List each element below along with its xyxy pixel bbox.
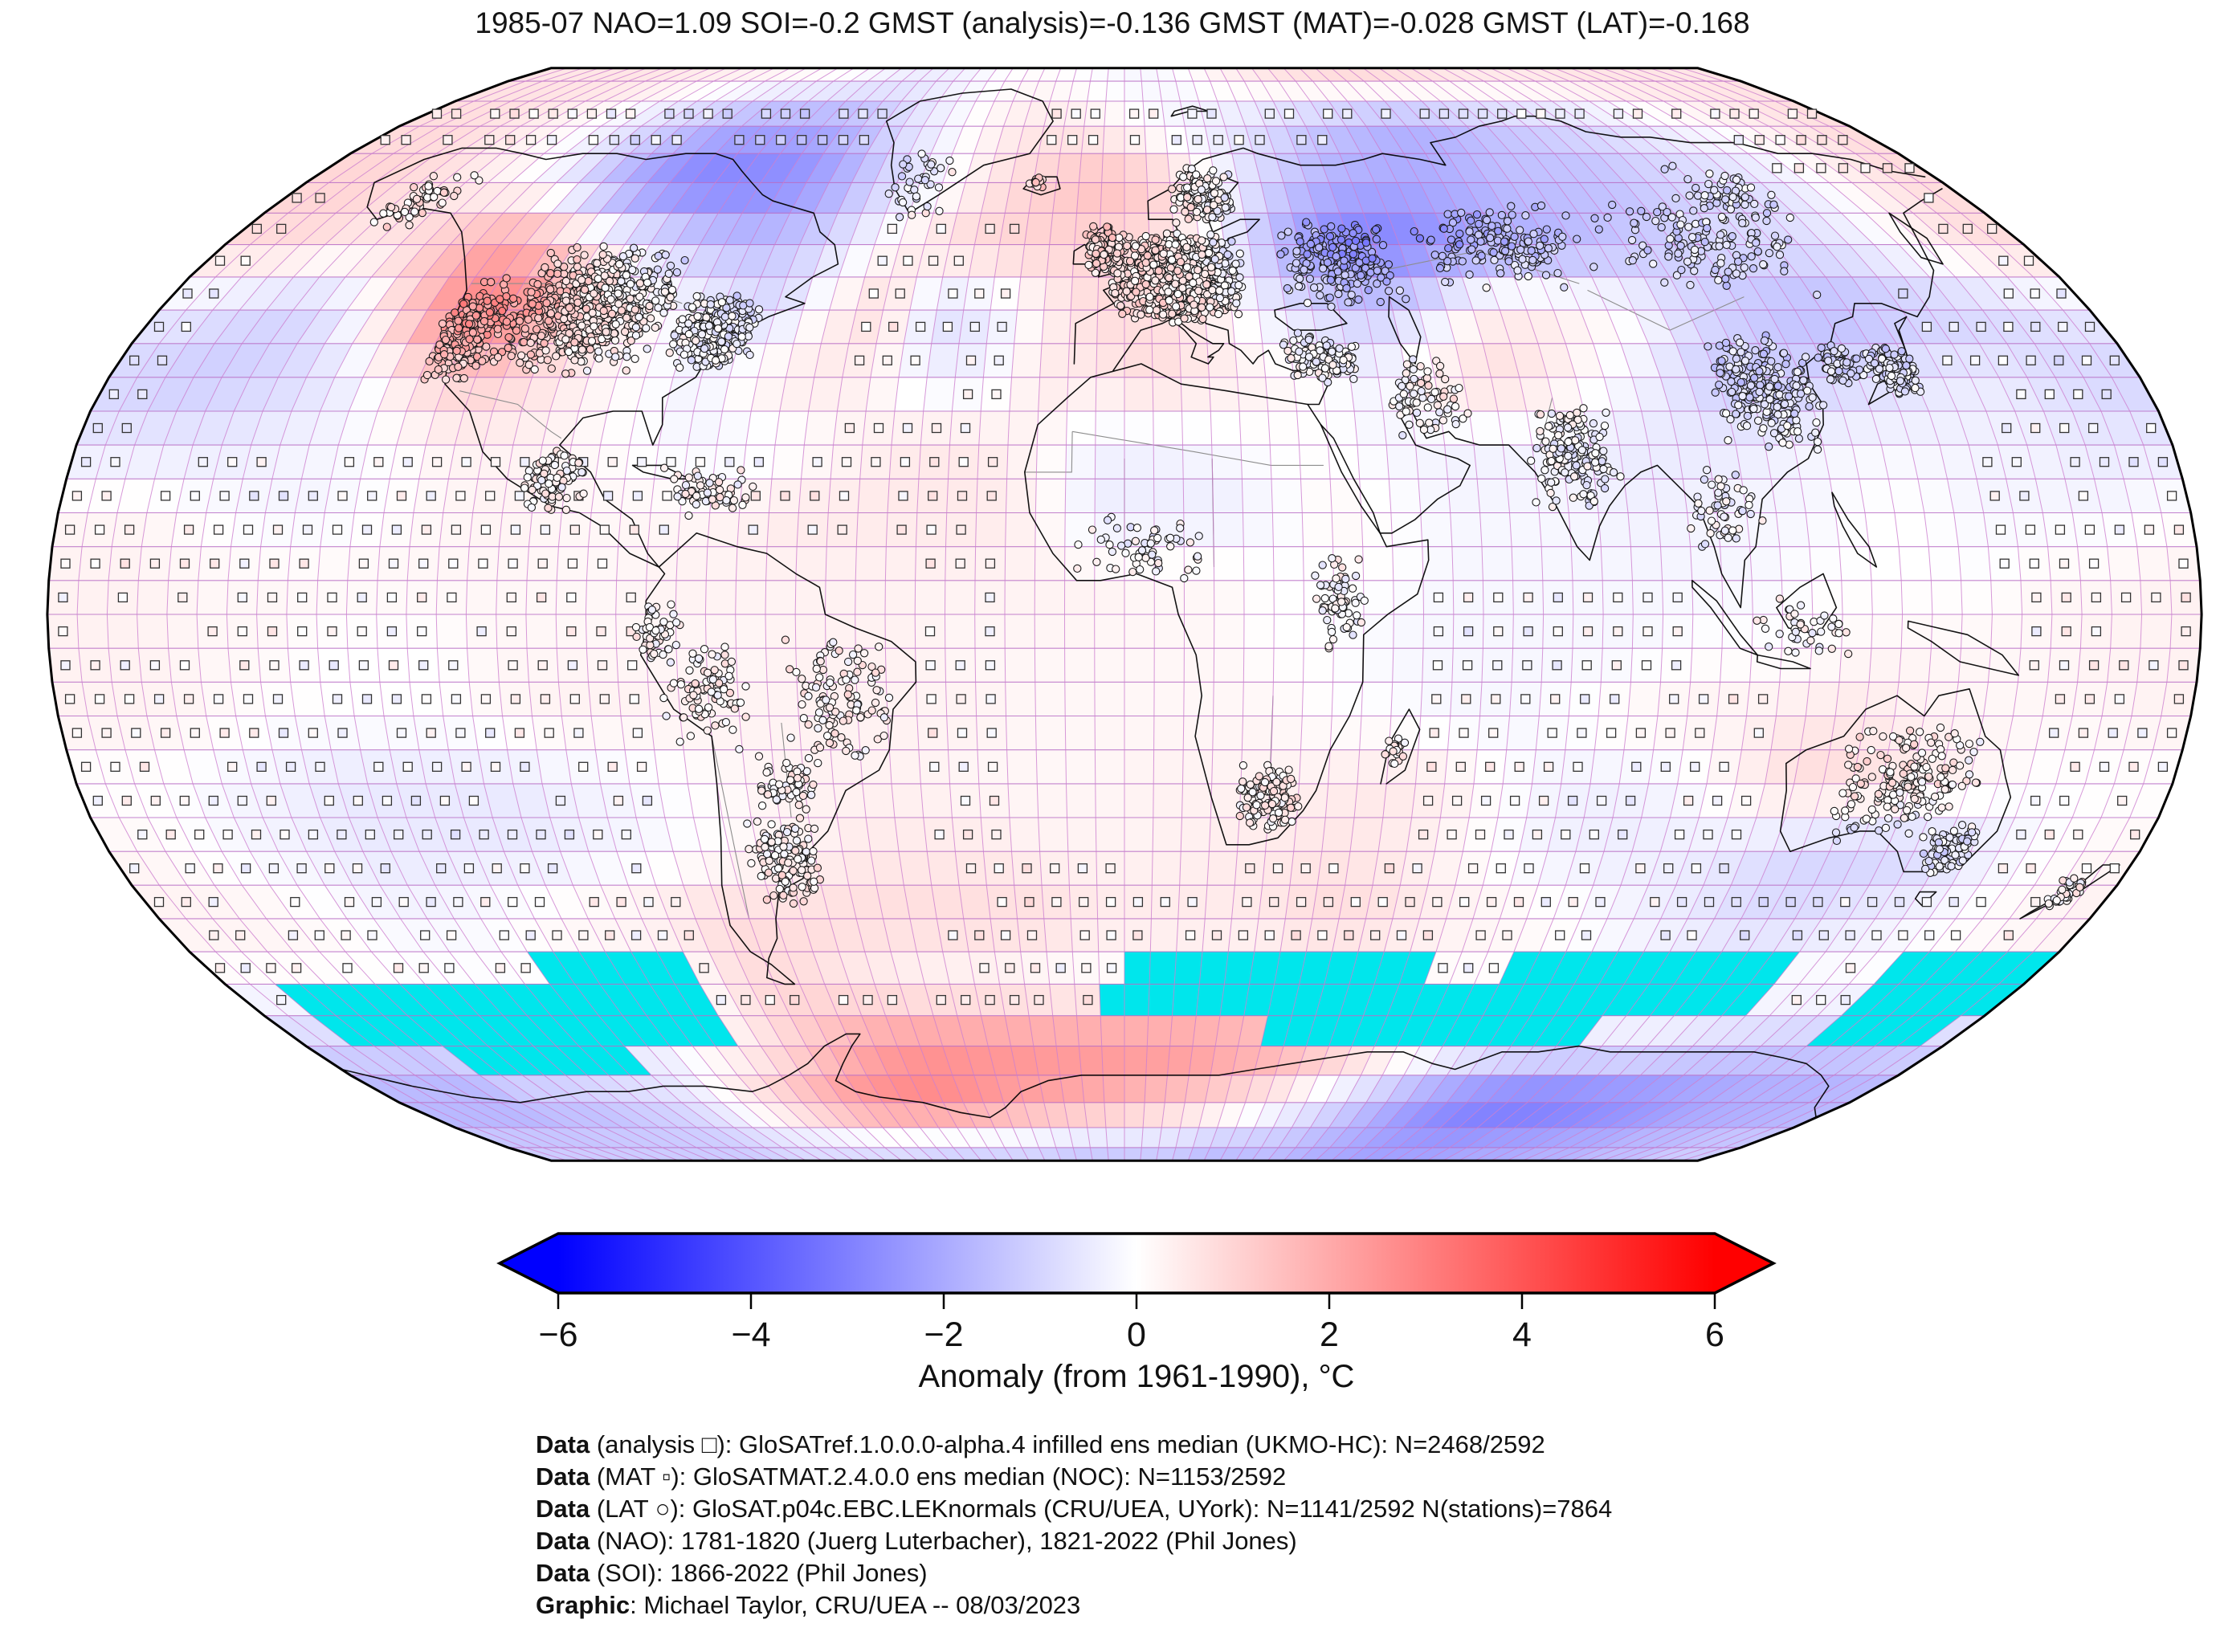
colorbar-tick-label: 2 — [1320, 1315, 1339, 1354]
figure-title: 1985-07 NAO=1.09 SOI=-0.2 GMST (analysis… — [475, 6, 1750, 39]
caption-text: (MAT ▫): GloSATMAT.2.4.0.0 ens median (N… — [590, 1462, 1287, 1491]
colorbar-gradient-bar — [496, 1232, 1777, 1295]
caption-keyword: Data — [536, 1527, 590, 1555]
figure-caption: Data (analysis □): GloSATref.1.0.0.0-alp… — [536, 1429, 1612, 1621]
caption-text: (NAO): 1781-1820 (Juerg Luterbacher), 18… — [590, 1527, 1297, 1555]
caption-keyword: Data — [536, 1462, 590, 1491]
colorbar-tick-label: 6 — [1705, 1315, 1724, 1354]
caption-keyword: Data — [536, 1430, 590, 1458]
caption-text: (analysis □): GloSATref.1.0.0.0-alpha.4 … — [590, 1430, 1545, 1458]
caption-line: Data (analysis □): GloSATref.1.0.0.0-alp… — [536, 1429, 1612, 1461]
caption-keyword: Data — [536, 1495, 590, 1523]
caption-line: Data (LAT ○): GloSAT.p04c.EBC.LEKnormals… — [536, 1493, 1612, 1525]
map-outline — [46, 67, 2203, 1162]
caption-line: Data (MAT ▫): GloSATMAT.2.4.0.0 ens medi… — [536, 1461, 1612, 1493]
colorbar-label: Anomaly (from 1961-1990), °C — [918, 1359, 1355, 1394]
caption-text: : Michael Taylor, CRU/UEA -- 08/03/2023 — [630, 1591, 1081, 1619]
map-layers — [46, 67, 2203, 1162]
caption-text: (SOI): 1866-2022 (Phil Jones) — [590, 1559, 928, 1587]
caption-text: (LAT ○): GloSAT.p04c.EBC.LEKnormals (CRU… — [590, 1495, 1613, 1523]
caption-line: Data (SOI): 1866-2022 (Phil Jones) — [536, 1557, 1612, 1589]
caption-keyword: Graphic — [536, 1591, 630, 1619]
mat-marker-layer — [58, 108, 2191, 1005]
colorbar-tick-label: −6 — [538, 1315, 577, 1354]
caption-keyword: Data — [536, 1559, 590, 1587]
colorbar-ticks: −6 −4 −2 0 2 4 6 — [538, 1293, 1724, 1354]
caption-line: Graphic: Michael Taylor, CRU/UEA -- 08/0… — [536, 1589, 1612, 1621]
station-marker-layer — [369, 149, 2087, 911]
colorbar-tick-label: 0 — [1127, 1315, 1146, 1354]
colorbar-tick-label: −4 — [731, 1315, 770, 1354]
colorbar-tick-label: 4 — [1512, 1315, 1532, 1354]
colorbar: −6 −4 −2 0 2 4 6 — [496, 1232, 1777, 1354]
missing-data-cyan-layer — [274, 951, 2060, 1076]
colorbar-tick-label: −2 — [924, 1315, 963, 1354]
caption-line: Data (NAO): 1781-1820 (Juerg Luterbacher… — [536, 1525, 1612, 1557]
